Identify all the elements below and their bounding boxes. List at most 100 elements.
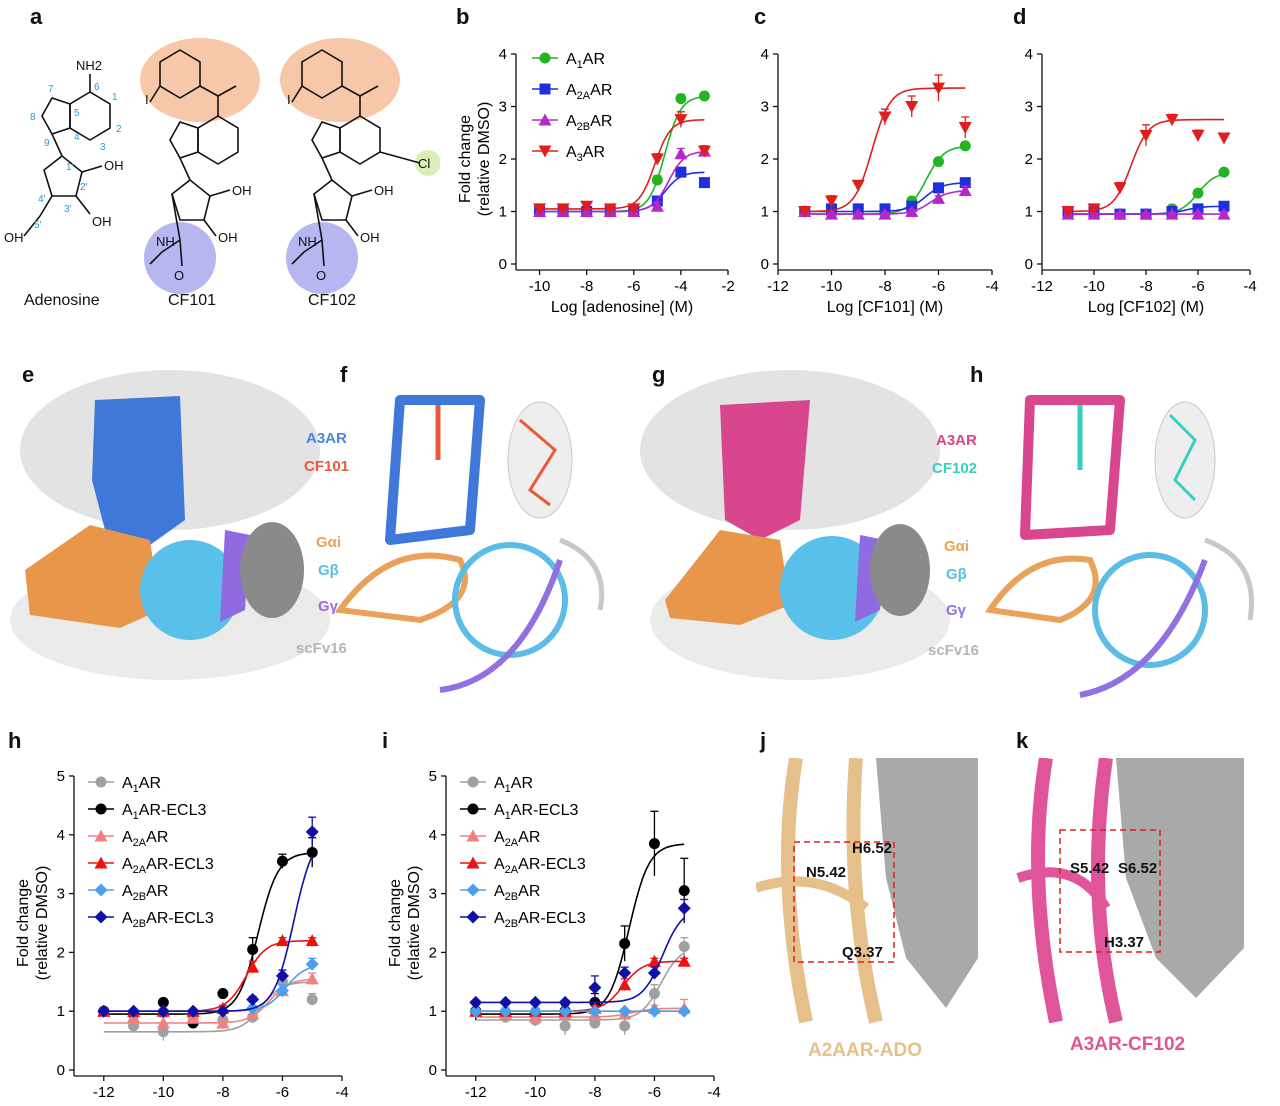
y-tick-label: 2	[57, 944, 65, 961]
panel-letter-c: c	[754, 4, 767, 29]
data-point	[825, 207, 838, 220]
data-point	[1139, 129, 1153, 142]
panel-e-density-map	[10, 370, 330, 680]
g-label-gai: Gαi	[944, 538, 970, 555]
data-point	[186, 1004, 200, 1018]
data-point	[156, 1016, 170, 1029]
y-axis-label: Fold change (relative DMSO)	[387, 866, 423, 981]
atom-num-9: 9	[44, 138, 50, 149]
data-point	[959, 177, 971, 189]
data-point	[588, 981, 602, 995]
x-tick-label: -2	[721, 278, 734, 295]
data-point	[1218, 200, 1230, 212]
panel-letter-e: e	[22, 362, 35, 387]
x-tick-label: -4	[1243, 278, 1256, 295]
adenosine-name: Adenosine	[24, 292, 100, 309]
x-tick-label: -8	[580, 278, 593, 295]
cf102-cl-highlight	[415, 150, 440, 176]
data-point	[275, 934, 289, 947]
data-point	[675, 166, 687, 178]
data-point	[933, 182, 944, 194]
cf101-oh-3: OH	[218, 230, 238, 245]
x-tick-label: -10	[152, 1084, 174, 1101]
cf102-amide-highlight	[286, 222, 358, 294]
data-point	[97, 1004, 111, 1018]
y-tick-label: 2	[761, 151, 769, 168]
legend-label: A1AR	[122, 775, 161, 795]
x-axis-label: Log [adenosine] (M)	[551, 299, 693, 316]
cf101-carbonyl-o: O	[174, 268, 184, 283]
series-A1AR	[98, 972, 318, 1041]
data-point	[677, 901, 691, 915]
k-caption: A3AR-CF102	[1070, 1034, 1186, 1055]
data-point	[851, 179, 865, 192]
data-point	[618, 978, 632, 991]
data-point	[697, 145, 711, 158]
legend-item: A3AR	[532, 144, 605, 164]
data-point	[677, 954, 691, 967]
series-A2BAR-ECL3	[97, 816, 319, 1018]
data-point	[305, 972, 319, 985]
atom-num-5p: 5'	[34, 220, 42, 231]
atom-num-5: 5	[74, 108, 80, 119]
legend-marker	[94, 910, 108, 924]
data-point	[647, 1004, 661, 1018]
y-tick-label: 3	[429, 886, 437, 903]
legend-item: A1AR-ECL3	[88, 802, 206, 822]
y-tick-label: 2	[429, 944, 437, 961]
data-point	[305, 934, 319, 947]
j-residue-n542: N5.42	[806, 864, 847, 881]
data-point	[603, 203, 617, 216]
legend-marker	[95, 803, 107, 815]
g-label-gb: Gβ	[946, 566, 967, 583]
panel-g-density-map	[640, 370, 950, 680]
x-tick-label: -12	[767, 278, 789, 295]
legend-item: A2AAR	[88, 829, 168, 849]
atom-num-2: 2	[116, 124, 122, 135]
y-axis-label: Fold change (relative DMSO)	[457, 102, 493, 217]
data-point	[558, 995, 572, 1009]
x-tick-label: -12	[1031, 278, 1053, 295]
atom-num-4: 4	[74, 132, 80, 143]
data-point	[306, 993, 318, 1005]
e-label-gb: Gβ	[318, 562, 339, 579]
e-label-ligand: CF101	[304, 458, 350, 475]
g-label-scfv: scFv16	[928, 642, 979, 659]
data-point	[650, 199, 664, 212]
data-point	[618, 966, 632, 980]
x-tick-label: -4	[674, 278, 687, 295]
e-label-gai: Gαi	[316, 534, 342, 551]
data-point	[580, 200, 594, 213]
x-tick-label: -6	[932, 278, 945, 295]
fit-curve	[539, 119, 705, 210]
adenosine-oh-5: OH	[4, 230, 24, 245]
legend-item: A1AR-ECL3	[460, 802, 578, 822]
data-point	[1113, 182, 1127, 195]
legend-item: A2AAR-ECL3	[88, 856, 214, 876]
binding-pocket-views	[756, 758, 1244, 1024]
legend-marker	[466, 883, 480, 897]
chart-c: 0 1 2 3 4 -12 -10 -8 -6 -4 Log [CF101] (M)	[761, 46, 999, 316]
series-A3AR	[533, 111, 711, 216]
fit-curve	[103, 978, 313, 1024]
legend-marker	[466, 829, 480, 842]
y-tick-label: 0	[499, 256, 507, 273]
j-caption: A2AAR-ADO	[808, 1040, 922, 1061]
panel-letter-j: j	[760, 728, 767, 753]
cf101-name: CF101	[168, 292, 217, 309]
atom-num-1p: 1'	[66, 162, 74, 173]
y-tick-label: 4	[761, 46, 769, 63]
data-point	[216, 1016, 230, 1029]
cryo-em-structures	[10, 370, 1254, 698]
data-point	[647, 966, 661, 980]
cf101-amide-nh: NH	[156, 234, 175, 249]
legend-marker	[467, 803, 479, 815]
legend-marker	[94, 829, 108, 842]
data-point	[469, 995, 483, 1009]
cf102-carbonyl-o: O	[316, 268, 326, 283]
data-point	[275, 984, 289, 998]
chart-d: 0 1 2 3 4 -12 -10 -8 -6 -4 Log [CF102] (M)	[1025, 46, 1257, 316]
data-point	[127, 1004, 141, 1018]
data-point	[246, 960, 260, 973]
